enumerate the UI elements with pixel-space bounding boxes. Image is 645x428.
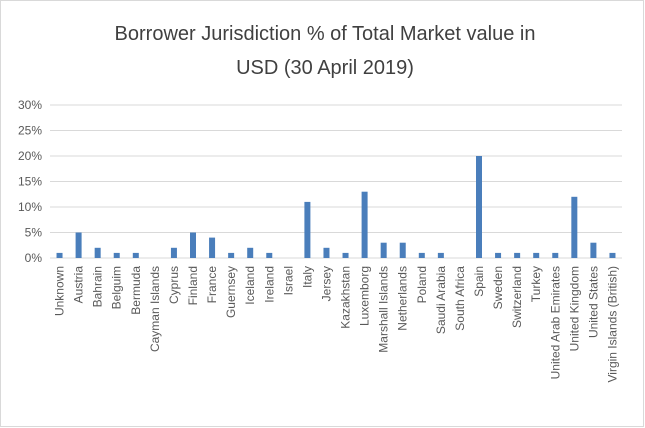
y-tick-label: 0%: [25, 251, 43, 265]
bar: [552, 252, 559, 258]
x-tick-label: Ireland: [262, 266, 276, 303]
bar: [476, 156, 482, 258]
bar: [399, 242, 406, 258]
x-tick-label: Marshall Islands: [377, 266, 391, 353]
chart-title: Borrower Jurisdiction % of Total Market …: [115, 23, 536, 45]
x-tick-label: Iceland: [243, 266, 257, 305]
x-tick-label: Jersey: [319, 266, 333, 301]
x-tick-label: Unknown: [53, 266, 67, 316]
bar: [418, 252, 425, 258]
bar: [247, 247, 254, 258]
bar: [533, 252, 540, 258]
x-tick-label: Cyprus: [167, 266, 181, 304]
bar: [170, 247, 177, 258]
x-tick-label: Bahrain: [91, 266, 105, 307]
bar: [75, 232, 82, 258]
bar: [94, 247, 101, 258]
x-tick-label: Bermuda: [129, 266, 143, 315]
y-tick-label: 20%: [18, 149, 42, 163]
bar: [132, 252, 139, 258]
x-tick-label: Israel: [281, 266, 295, 295]
x-tick-label: Turkey: [529, 266, 543, 302]
x-tick-label: Poland: [415, 266, 429, 303]
y-tick-label: 15%: [18, 175, 42, 189]
bar: [514, 252, 521, 258]
x-tick-label: Luxemborg: [358, 266, 372, 326]
bar: [361, 191, 368, 258]
x-tick-label: United Kingdom: [567, 266, 581, 351]
y-tick-label: 5%: [25, 226, 43, 240]
bar: [113, 252, 120, 258]
x-tick-label: Austria: [72, 266, 86, 304]
x-tick-label: Virgin Islands (British): [605, 266, 619, 382]
bar: [190, 232, 196, 258]
bar: [209, 237, 216, 258]
bar: [437, 252, 444, 258]
y-tick-label: 30%: [18, 98, 42, 112]
bar: [323, 247, 330, 258]
bar: [342, 252, 349, 258]
bar: [304, 201, 311, 258]
bar: [590, 242, 597, 258]
bar: [380, 242, 387, 258]
x-tick-label: Italy: [300, 266, 314, 288]
bar: [495, 252, 502, 258]
y-tick-label: 25%: [18, 124, 42, 138]
bar: [56, 252, 63, 258]
x-tick-label: Netherlands: [396, 266, 410, 331]
bar: [571, 196, 578, 258]
x-tick-label: Cayman Islands: [148, 266, 162, 352]
bar: [228, 252, 235, 258]
x-tick-label: Switzerland: [510, 266, 524, 328]
bar: [609, 252, 616, 258]
x-tick-label: Kazakhstan: [339, 266, 353, 329]
x-tick-label: Guernsey: [224, 266, 238, 318]
x-tick-label: France: [205, 266, 219, 304]
x-tick-label: United Arab Emirates: [548, 266, 562, 379]
chart-title: USD (30 April 2019): [236, 57, 414, 79]
x-tick-label: Belguim: [110, 266, 124, 309]
x-tick-label: Finland: [186, 266, 200, 305]
y-tick-label: 10%: [18, 200, 42, 214]
bar: [266, 252, 273, 258]
x-tick-label: Saudi Arabia: [434, 266, 448, 334]
x-tick-label: Sweden: [491, 266, 505, 309]
x-tick-label: South Africa: [453, 266, 467, 331]
x-tick-label: United States: [586, 266, 600, 338]
x-tick-label: Spain: [472, 266, 486, 297]
